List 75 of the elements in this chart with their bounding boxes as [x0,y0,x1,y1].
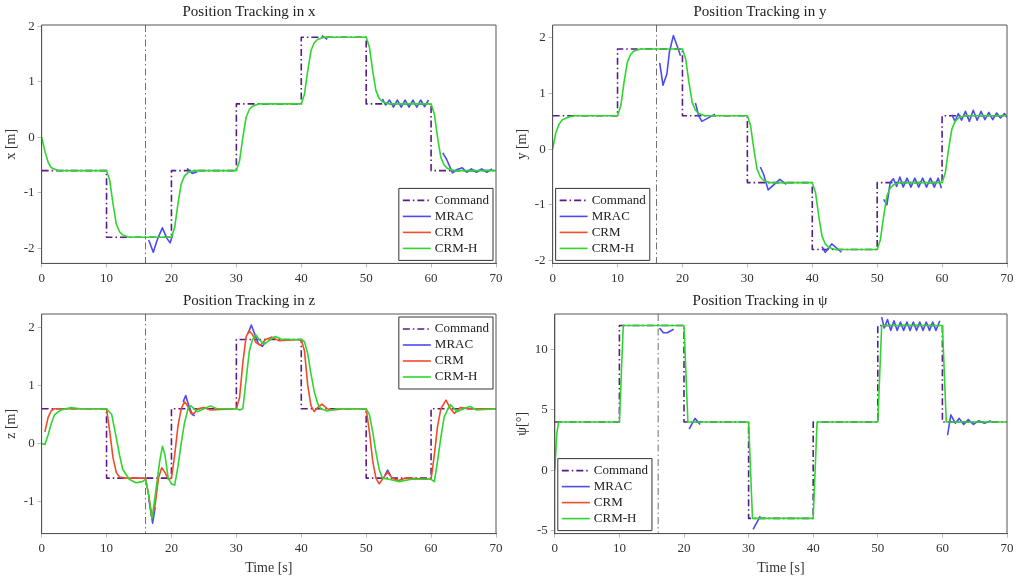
x-tick-label: 60 [424,269,438,285]
chart-title: Position Tracking in y [693,2,827,19]
x-tick-label: 10 [100,539,114,555]
x-tick-label: 40 [294,269,308,285]
x-tick-label: 30 [742,539,756,555]
legend-label: CRM-H [434,368,478,384]
legend-label: MRAC [591,207,630,223]
y-tick-label: 1 [28,377,35,393]
y-tick-label: 1 [28,73,35,89]
y-axis-title: y [m] [514,128,530,160]
y-tick-label: -1 [23,184,35,200]
y-tick-label: 0 [28,128,35,144]
x-tick-label: 60 [935,539,949,555]
legend-label: MRAC [434,336,474,352]
legend-label: CRM-H [591,239,635,255]
x-tick-label: 0 [38,539,45,555]
x-tick-label: 60 [424,539,438,555]
y-tick-label: 2 [539,29,546,45]
y-axis-title: x [m] [3,128,19,160]
y-tick-label: 10 [534,341,548,357]
y-tick-label: 2 [28,319,35,335]
y-tick-label: -2 [23,239,35,255]
x-tick-label: 0 [38,269,45,285]
legend-label: Command [434,320,490,336]
x-tick-label: 10 [611,269,625,285]
x-tick-label: 70 [1000,539,1014,555]
x-tick-label: 30 [229,539,243,555]
y-tick-label: -1 [23,492,35,508]
x-tick-label: 10 [100,269,114,285]
y-axis-title: z [m] [3,408,19,439]
x-axis-title: Time [s] [245,560,293,576]
x-tick-label: 10 [612,539,626,555]
legend-label: CRM-H [434,239,478,255]
y-tick-label: 1 [539,84,546,100]
legend-label: Command [593,462,649,478]
x-tick-label: 50 [359,539,373,555]
y-axis-title: ψ[°] [514,411,530,436]
x-tick-label: 30 [229,269,243,285]
x-tick-label: 40 [805,269,819,285]
y-tick-label: 0 [28,434,35,450]
x-tick-label: 70 [489,539,503,555]
x-tick-label: 70 [489,269,503,285]
x-tick-label: 30 [740,269,754,285]
x-tick-label: 60 [935,269,949,285]
legend-label: CRM [591,223,621,239]
y-tick-label: -5 [536,521,548,537]
y-tick-label: 0 [541,461,548,477]
chart-title: Position Tracking in ψ [692,291,829,308]
y-tick-label: -1 [534,196,546,212]
x-tick-label: 20 [164,539,178,555]
x-tick-label: 50 [359,269,373,285]
x-tick-label: 20 [675,269,689,285]
legend-label: CRM-H [593,510,637,526]
x-tick-label: 20 [164,269,178,285]
legend-label: MRAC [434,207,474,223]
y-tick-label: -2 [534,252,546,268]
x-tick-label: 50 [870,269,884,285]
x-tick-label: 40 [806,539,820,555]
chart-title: Position Tracking in x [182,2,316,19]
legend-label: Command [434,191,490,207]
legend-label: Command [591,191,647,207]
y-tick-label: 2 [28,17,35,33]
x-axis-title: Time [s] [757,560,805,576]
x-tick-label: 50 [871,539,885,555]
legend-label: CRM [434,352,465,368]
chart-title: Position Tracking in z [182,291,316,308]
legend-label: CRM [434,223,465,239]
legend-label: CRM [593,494,624,510]
y-tick-label: 0 [539,140,546,156]
x-tick-label: 0 [551,539,559,555]
legend-label: MRAC [593,478,633,494]
x-tick-label: 70 [1000,269,1014,285]
x-tick-label: 40 [294,539,308,555]
x-tick-label: 20 [677,539,691,555]
y-tick-label: 5 [541,401,548,417]
